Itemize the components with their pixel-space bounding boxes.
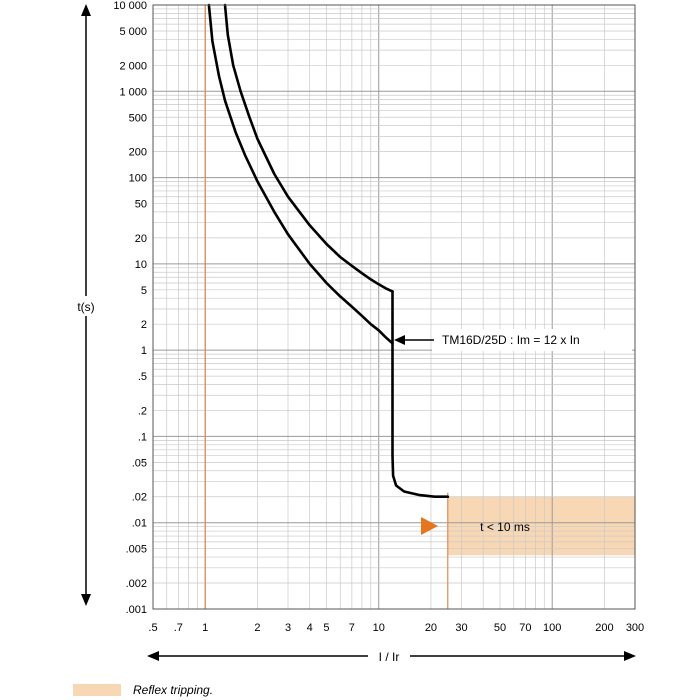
legend-swatch: [73, 684, 121, 696]
legend-label: Reflex tripping.: [133, 683, 213, 697]
y-tick-label: 20: [135, 233, 147, 245]
x-tick-label: 10: [373, 622, 385, 634]
x-axis-label: I / Ir: [379, 650, 400, 664]
y-tick-label: .02: [132, 492, 147, 504]
x-tick-label: 1: [202, 622, 208, 634]
y-tick-label: 5: [141, 285, 147, 297]
y-tick-label: 200: [129, 147, 147, 159]
im-annotation-label: TM16D/25D : Im = 12 x In: [442, 333, 580, 347]
y-tick-label: 50: [135, 199, 147, 211]
y-tick-label: 5 000: [119, 26, 147, 38]
x-tick-label: 70: [519, 622, 531, 634]
reflex-marker-icon: [421, 517, 438, 535]
x-tick-label: 5: [323, 622, 329, 634]
y-axis-label: t(s): [77, 300, 94, 314]
x-tick-label: 7: [349, 622, 355, 634]
reflex-zone: [447, 496, 635, 556]
y-tick-label: 10: [135, 259, 147, 271]
y-tick-label: .002: [126, 578, 147, 590]
x-tick-label: 2: [254, 622, 260, 634]
y-tick-label: 2: [141, 319, 147, 331]
y-tick-label: .5: [138, 371, 147, 383]
x-tick-label: .5: [148, 622, 157, 634]
x-tick-label: 20: [425, 622, 437, 634]
plot-frame: [152, 4, 636, 610]
y-tick-label: 100: [129, 173, 147, 185]
y-tick-label: .001: [126, 604, 147, 616]
x-tick-label: 30: [455, 622, 467, 634]
x-tick-label: 50: [494, 622, 506, 634]
x-tick-label: .7: [174, 622, 183, 634]
y-tick-label: .005: [126, 544, 147, 556]
x-tick-label: 4: [307, 622, 313, 634]
im-annotation: TM16D/25D : Im = 12 x In: [394, 329, 632, 351]
y-tick-label: 10 000: [113, 0, 147, 12]
x-tick-label: 300: [626, 622, 644, 634]
trip-curve-2: [223, 3, 394, 293]
trip-curve-3: [391, 290, 450, 498]
trip-curve-1: [207, 3, 394, 345]
x-tick-label: 200: [595, 622, 613, 634]
y-tick-label: 2 000: [119, 60, 147, 72]
reflex-zone-label: t < 10 ms: [480, 520, 530, 534]
x-tick-label: 100: [543, 622, 561, 634]
y-tick-label: .01: [132, 518, 147, 530]
y-tick-label: 500: [129, 112, 147, 124]
y-tick-label: .05: [132, 457, 147, 469]
y-tick-label: .1: [138, 431, 147, 443]
y-tick-label: 1: [141, 345, 147, 357]
x-tick-label: 3: [285, 622, 291, 634]
y-tick-label: 1 000: [119, 86, 147, 98]
y-tick-label: .2: [138, 405, 147, 417]
